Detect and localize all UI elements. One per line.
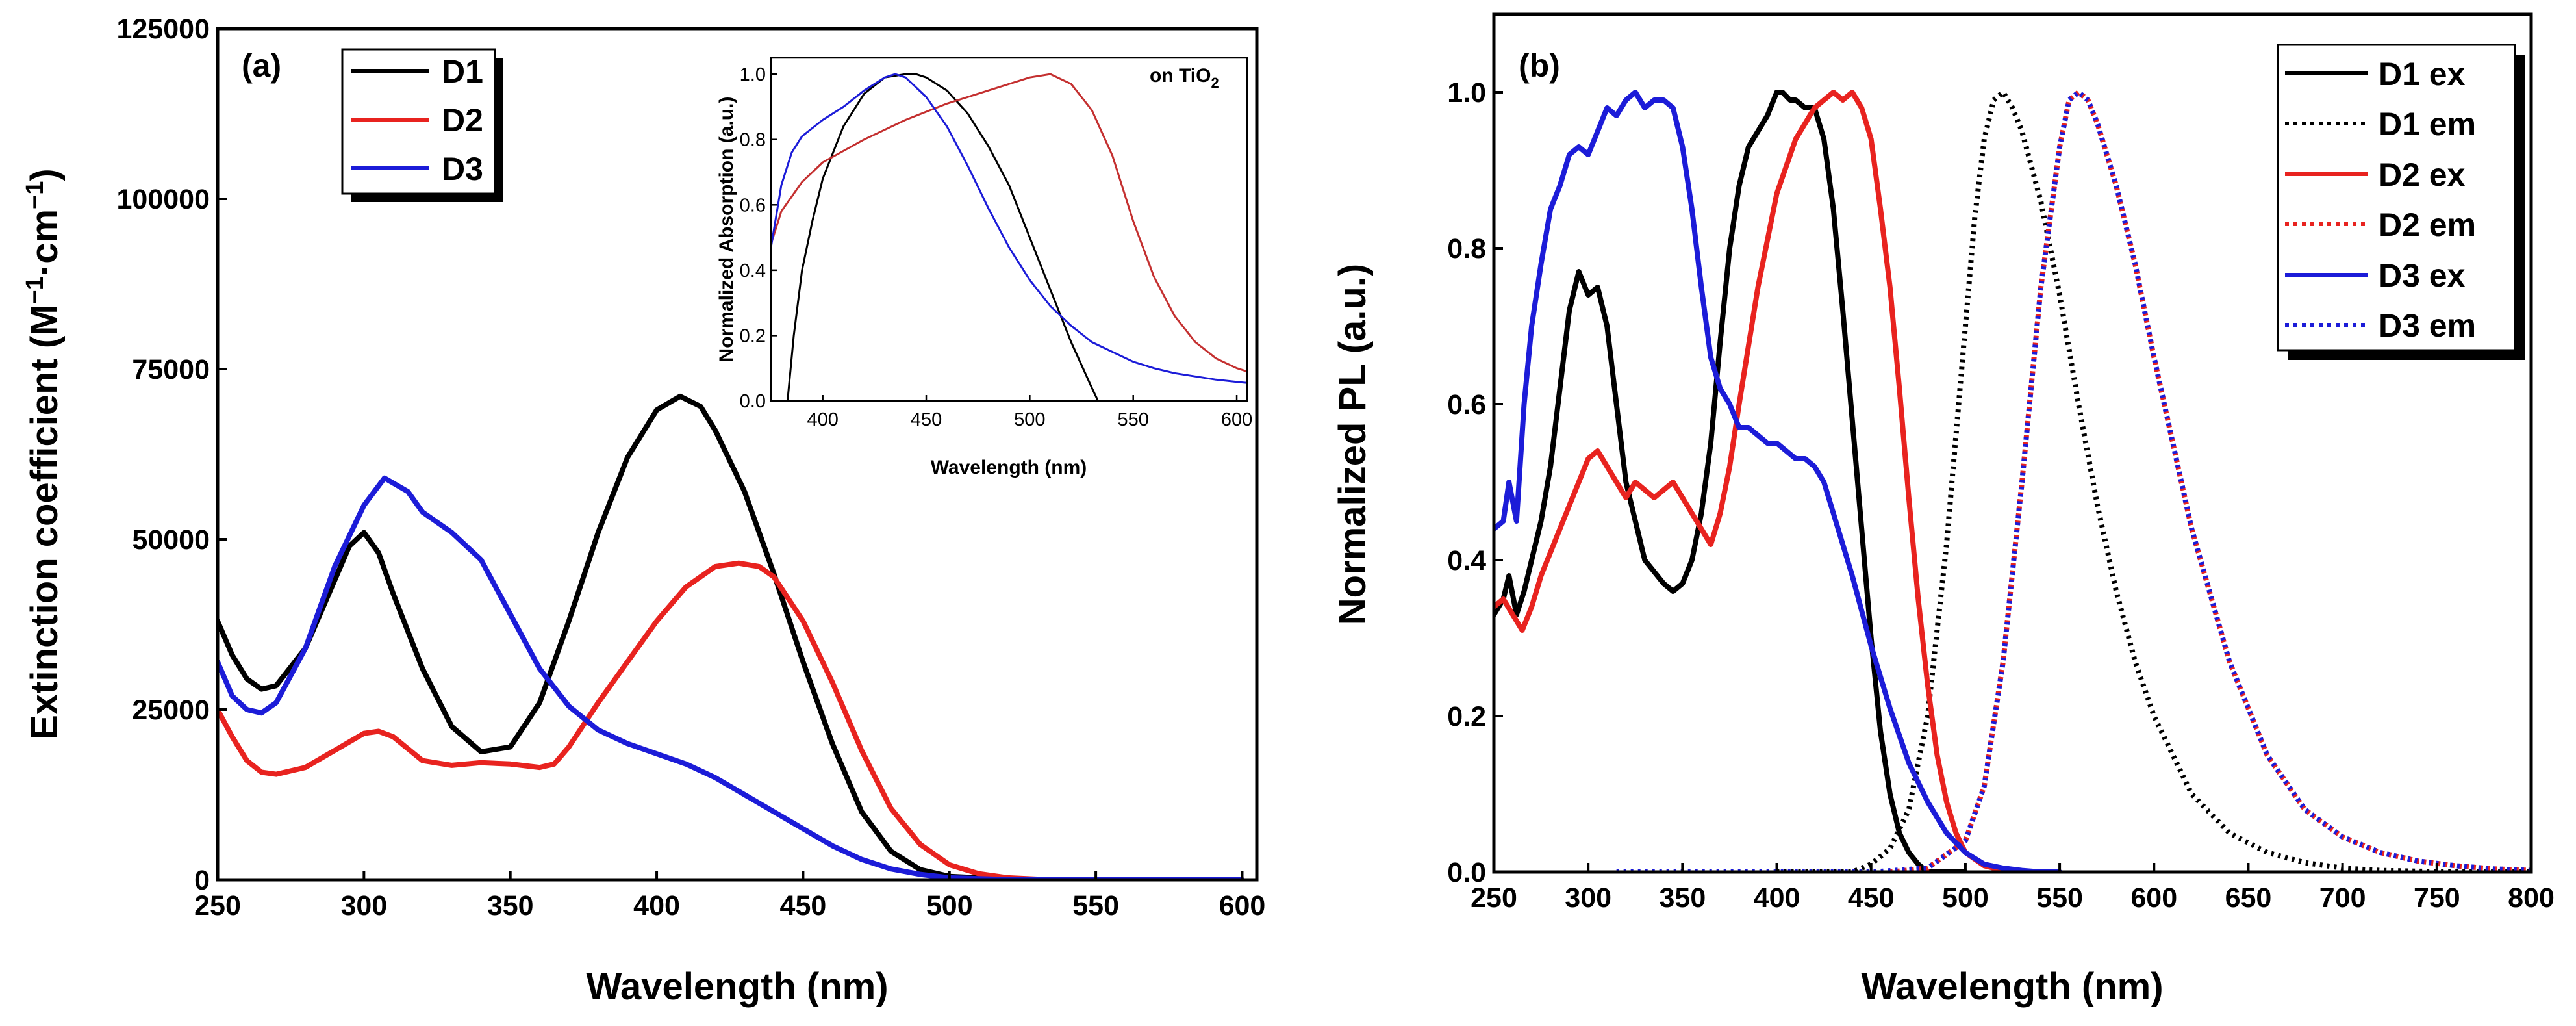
legend-text-d1-em: D1 em: [2379, 106, 2476, 142]
panel-b-x-axis-title: Wavelength (nm): [1861, 966, 2163, 1008]
x-tick-label: 750: [2414, 882, 2460, 914]
panel-a-inset: 400 450 500 550 600 0.0 0.2 0.4 0.6 0.8 1.0 Wavel…: [716, 57, 1252, 478]
y-tick-label: 1.0: [740, 64, 766, 85]
x-tick-label: 500: [1014, 409, 1045, 430]
x-tick-label: 550: [2036, 882, 2083, 914]
x-tick-label: 400: [807, 409, 838, 430]
x-tick-label: 450: [911, 409, 942, 430]
y-tick-label: 0.6: [1447, 389, 1486, 420]
x-tick-label: 300: [340, 890, 387, 921]
panel-a-plot-content: [218, 393, 1245, 880]
x-tick-label: 500: [926, 890, 973, 921]
y-tick-label: 0.4: [1447, 545, 1486, 576]
x-tick-label: 400: [633, 890, 680, 921]
series-line-d2-ex: [1494, 90, 2063, 872]
x-tick-label: 400: [1754, 882, 1800, 914]
y-tick-label: 1.0: [1447, 77, 1486, 109]
x-tick-label: 650: [2225, 882, 2272, 914]
y-title-end: ): [23, 168, 66, 181]
series-line-d1-ex: [1494, 90, 1968, 872]
legend-text-d3-em: D3 em: [2379, 307, 2476, 344]
y-tick-label: 0.8: [1447, 233, 1486, 264]
x-tick-label: 450: [780, 890, 827, 921]
legend-box: [2277, 44, 2516, 352]
series-line-d2: [771, 73, 1247, 373]
x-tick-label: 350: [487, 890, 534, 921]
x-tick-label: 600: [2130, 882, 2177, 914]
panel-b-plot-content: [1494, 90, 2531, 872]
y-tick-label: 0.2: [740, 326, 766, 346]
panel-b-x-ticks: 250 300 350 400 450 500 550 600 650 700 750 800: [1471, 863, 2555, 914]
series-line-d1: [787, 73, 1099, 401]
x-tick-label: 450: [1848, 882, 1895, 914]
series-line-d2: [218, 560, 1245, 880]
panel-a-label: (a): [242, 47, 281, 84]
legend-text-d3-ex: D3 ex: [2379, 257, 2466, 294]
panel-a-x-axis-title: Wavelength (nm): [586, 966, 888, 1008]
x-tick-label: 250: [194, 890, 241, 921]
y-tick-label: 0.4: [740, 261, 766, 281]
y-tick-label: 0.0: [1447, 857, 1486, 888]
y-tick-label: 0.8: [740, 130, 766, 151]
series-line-d1: [218, 393, 1245, 880]
series-line-d3-em: [1616, 90, 2531, 872]
legend-text-d2: D2: [442, 102, 483, 138]
inset-plot-frame: [770, 57, 1248, 402]
y-title-sup2: −1: [21, 181, 49, 209]
series-line-d3-ex: [1494, 90, 2063, 872]
x-tick-label: 500: [1942, 882, 1989, 914]
y-tick-label: 125000: [117, 14, 210, 45]
x-tick-label: 250: [1471, 882, 1517, 914]
inset-y-ticks: 0.0 0.2 0.4 0.6 0.8 1.0: [740, 64, 777, 412]
y-tick-label: 0: [194, 865, 210, 896]
panel-a: 250 300 350 400 450 500 550 600 0 25000 50000 7500…: [21, 14, 1265, 1008]
x-tick-label: 800: [2508, 882, 2555, 914]
panel-a-plot-frame: [216, 27, 1259, 882]
panel-a-y-ticks: 0 25000 50000 75000 100000 125000: [117, 14, 227, 896]
panel-b: 250 300 350 400 450 500 550 600 650 700 750 800 0.0…: [1332, 12, 2555, 1008]
legend-text-d1: D1: [442, 53, 483, 90]
y-tick-label: 50000: [132, 524, 210, 556]
x-tick-label: 300: [1565, 882, 1611, 914]
panel-b-y-axis-title: Normalized PL (a.u.): [1332, 264, 1374, 625]
x-tick-label: 600: [1219, 890, 1266, 921]
inset-x-axis-title: Wavelength (nm): [931, 457, 1087, 478]
panel-b-plot-frame: [1492, 12, 2533, 874]
inset-y-axis-title: Normalized Absorption (a.u.): [716, 97, 737, 363]
legend-text-d1-ex: D1 ex: [2379, 56, 2466, 92]
panel-a-x-ticks: 250 300 350 400 450 500 550 600: [194, 871, 1265, 921]
y-tick-label: 100000: [117, 184, 210, 215]
y-tick-label: 0.2: [1447, 701, 1486, 732]
y-title-part1: Extinction coefficient (M: [23, 304, 66, 739]
y-tick-label: 75000: [132, 354, 210, 385]
inset-x-ticks: 400 450 500 550 600: [807, 395, 1252, 430]
y-tick-label: 25000: [132, 695, 210, 726]
y-tick-label: 0.0: [740, 391, 766, 412]
x-tick-label: 600: [1221, 409, 1252, 430]
y-tick-label: 0.6: [740, 195, 766, 216]
inset-background: [771, 58, 1247, 401]
series-line-d3: [771, 73, 1247, 384]
x-tick-label: 550: [1072, 890, 1119, 921]
panel-a-y-axis-title: Extinction coefficient (M−1·cm−1): [21, 168, 66, 739]
x-tick-label: 700: [2319, 882, 2366, 914]
inset-annotation: on TiO2: [1150, 65, 1219, 91]
series-line-d3: [218, 475, 1245, 880]
inset-annotation-sub: 2: [1211, 75, 1219, 91]
x-tick-label: 350: [1659, 882, 1706, 914]
legend-text-d2-em: D2 em: [2379, 207, 2476, 243]
legend-text-d2-ex: D2 ex: [2379, 157, 2466, 193]
panel-a-legend: D1 D2 D3: [341, 48, 503, 202]
series-line-d1-em: [1776, 90, 2531, 872]
inset-plot-content: [771, 73, 1247, 401]
y-title-sup1: −1: [21, 276, 49, 304]
y-title-mid: ·cm: [23, 209, 66, 276]
panel-b-y-ticks: 0.0 0.2 0.4 0.6 0.8 1.0: [1447, 77, 1503, 888]
panel-b-legend: D1 ex D1 em D2 ex D2 em D3 ex D3 em: [2277, 44, 2525, 360]
legend-text-d3: D3: [442, 151, 483, 187]
panel-b-label: (b): [1519, 47, 1560, 84]
inset-annotation-main: on TiO: [1150, 65, 1211, 86]
x-tick-label: 550: [1118, 409, 1149, 430]
